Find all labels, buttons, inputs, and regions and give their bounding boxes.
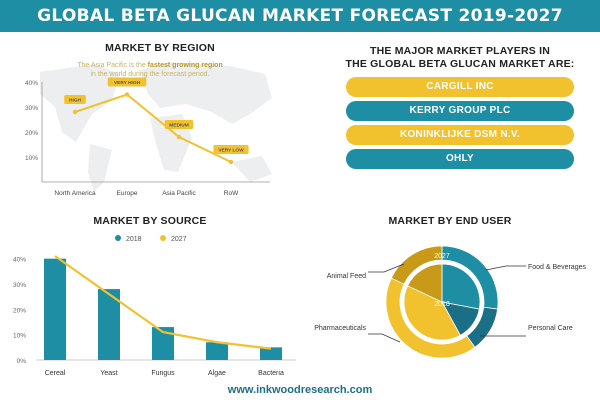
source-bar-2018 [152, 327, 174, 360]
pie-2027-label: 2027 [434, 253, 450, 260]
pie-2018-label: 2018 [434, 301, 450, 308]
legend-2018-label: 2018 [126, 236, 142, 243]
source-xtick-label: Yeast [100, 370, 117, 377]
source-2027-line [54, 255, 272, 350]
region-level-badge [164, 120, 194, 129]
region-xtick-label: Europe [117, 190, 138, 197]
region-level-label: VERY LOW [218, 148, 244, 154]
source-ytick-label: 40% [13, 257, 26, 264]
player-badge-2: KERRY GROUP PLC [346, 101, 574, 121]
legend-2027-swatch [160, 235, 166, 241]
region-series-line [74, 93, 232, 163]
region-xtick-label: RoW [224, 190, 239, 197]
region-ytick-label: 10% [25, 155, 38, 162]
source-bar-2018 [44, 258, 66, 360]
source-xtick-label: Bacteria [258, 370, 284, 377]
region-title: MARKET BY REGION [105, 42, 215, 54]
player-badge-4: OHLY [346, 149, 574, 169]
region-xtick-label: Asia Pacific [162, 190, 196, 197]
enduser-title: MARKET BY END USER [388, 215, 512, 227]
source-title: MARKET BY SOURCE [93, 215, 207, 227]
source-ytick-label: 10% [13, 333, 26, 340]
region-ytick-label: 40% [25, 80, 38, 87]
source-ytick-label: 20% [13, 307, 26, 314]
region-level-badge [107, 77, 147, 87]
pie-category-label: Personal Care [528, 325, 573, 332]
pie-segment-2018 [403, 285, 461, 341]
players-title: THE MAJOR MARKET PLAYERS IN THE GLOBAL B… [330, 45, 590, 71]
pie-segment-2027 [390, 245, 443, 285]
pie-category-label: Animal Feed [327, 273, 366, 280]
players-title-line1: THE MAJOR MARKET PLAYERS IN [369, 45, 551, 57]
pie-category-label: Food & Beverages [528, 264, 586, 271]
region-ytick-label: 30% [25, 105, 38, 112]
region-level-badge [64, 95, 86, 104]
title-banner: GLOBAL BETA GLUCAN MARKET FORECAST 2019-… [0, 0, 600, 32]
region-data-point [176, 134, 182, 140]
source-bar-2018 [206, 342, 228, 360]
source-ytick-label: 30% [13, 282, 26, 289]
pie-callout-lines [368, 263, 526, 343]
pie-segment-2018 [407, 263, 443, 303]
region-level-badge [213, 145, 249, 154]
footer-url[interactable]: www.inkwoodresearch.com [227, 384, 373, 396]
legend-2018-swatch [115, 235, 121, 241]
region-level-label: MEDIUM [169, 123, 188, 129]
region-note: The Asia Pacific is the fastest growing … [77, 62, 222, 69]
source-xtick-label: Cereal [45, 370, 66, 377]
enduser-chart: 2027 2018 Food & Beverages Personal Care P… [314, 245, 586, 359]
legend-2027-label: 2027 [171, 236, 187, 243]
region-ytick-label: 20% [25, 130, 38, 137]
page-title: GLOBAL BETA GLUCAN MARKET FORECAST 2019-… [37, 6, 563, 26]
source-chart: 2018 2027 40% 30% 20% 10% 0% Cereal Yeast Fung… [13, 235, 296, 377]
pie-category-label: Pharmaceuticals [314, 325, 366, 332]
source-bar-2018 [260, 347, 282, 360]
region-chart: The Asia Pacific is the fastest growing … [25, 62, 272, 197]
source-legend: 2018 2027 [115, 235, 187, 243]
player-badge-1: CARGILL INC [346, 77, 574, 97]
players-title-line2: THE GLOBAL BETA GLUCAN MARKET ARE: [345, 58, 575, 70]
player-badge-3: KONINKLIJKE DSM N.V. [346, 125, 574, 145]
source-ytick-label: 0% [17, 358, 27, 365]
source-xtick-label: Algae [208, 370, 226, 377]
region-data-point [228, 159, 234, 165]
region-data-point [124, 92, 130, 97]
region-note-line2: in the world during the forecast period. [90, 71, 209, 78]
region-data-point [72, 109, 78, 115]
world-map-background [40, 62, 272, 192]
source-xtick-label: Fungus [151, 370, 175, 377]
source-bar-2018 [98, 289, 120, 360]
region-xtick-label: North America [54, 190, 96, 197]
region-level-label: HIGH [69, 98, 82, 104]
region-level-label: VERY HIGH [114, 80, 141, 86]
